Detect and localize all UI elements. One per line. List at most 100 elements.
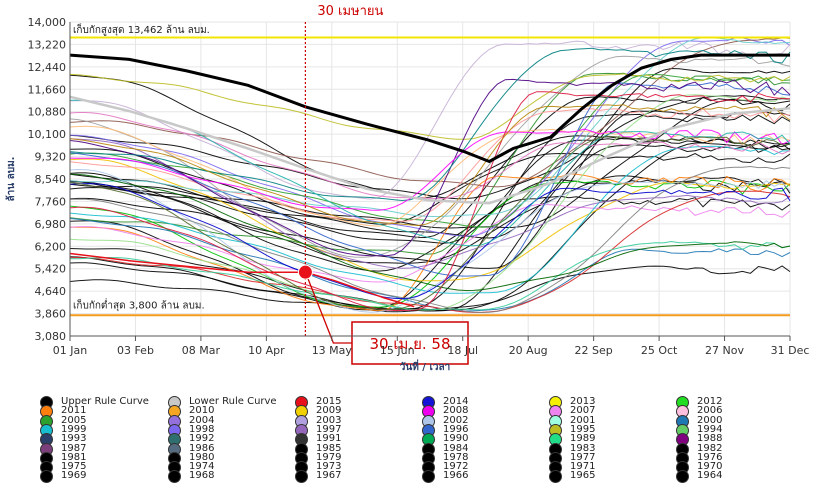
legend-label: 1976	[697, 451, 723, 463]
legend-label: 1973	[316, 461, 342, 473]
legend-label: 2008	[443, 405, 469, 417]
x-tick-label: 13 May	[312, 344, 353, 357]
legend-label: 1995	[570, 423, 596, 435]
legend-label: 1969	[61, 470, 87, 482]
highlighted-series	[69, 53, 791, 308]
legend-swatch	[676, 470, 689, 484]
y-tick-label: 11,660	[28, 83, 67, 96]
x-tick-label: 03 Feb	[117, 344, 154, 357]
legend-label: Lower Rule Curve	[189, 396, 277, 407]
legend-label: 1988	[697, 433, 723, 445]
year-line	[69, 135, 791, 311]
legend-label: 1997	[316, 423, 342, 435]
legend-label: 1984	[443, 442, 469, 454]
legend-label: 2002	[443, 414, 469, 426]
legend-label: 1996	[443, 423, 469, 435]
year-line	[69, 173, 791, 292]
legend-label: 2009	[316, 405, 342, 417]
year-line	[69, 91, 791, 311]
y-tick-label: 12,440	[28, 61, 67, 74]
legend-swatch	[422, 470, 435, 484]
legend-label: 2005	[61, 414, 87, 426]
year-line	[69, 183, 791, 300]
y-tick-label: 13,220	[28, 38, 67, 51]
year-line	[69, 37, 791, 218]
legend-label: 1974	[189, 461, 215, 473]
legend-label: 1972	[443, 461, 469, 473]
y-tick-label: 14,000	[28, 16, 67, 29]
year-line	[69, 190, 791, 313]
year-line	[69, 78, 791, 257]
year-line	[69, 148, 791, 225]
year-line	[69, 165, 791, 314]
year-line	[69, 145, 791, 294]
legend-label: 1993	[61, 433, 87, 445]
legend-label: 2011	[61, 405, 87, 417]
y-tick-label: 3,080	[35, 330, 67, 343]
legend-label: 2003	[316, 414, 342, 426]
legend-label: 2007	[570, 405, 596, 417]
x-tick-label: 08 Mar	[182, 344, 221, 357]
legend-label: 2000	[697, 414, 723, 426]
legend-label: 1977	[570, 451, 596, 463]
y-tick-label: 4,640	[35, 285, 67, 298]
legend-label: 1985	[316, 442, 342, 454]
x-tick-label: 22 Sep	[575, 344, 613, 357]
x-tick-label: 01 Jan	[53, 344, 87, 357]
marker-point	[297, 264, 313, 280]
year-line	[69, 179, 791, 308]
legend-label: 1965	[570, 470, 596, 482]
year-line	[69, 47, 791, 202]
legend-label: 1991	[316, 433, 342, 445]
historical-year-lines	[69, 37, 791, 314]
legend-swatch	[40, 470, 53, 484]
legend-label: 2015	[316, 396, 342, 407]
legend-label: 2014	[443, 396, 469, 407]
legend-label: 1981	[61, 451, 87, 463]
year-line	[69, 67, 791, 239]
x-tick-label: 15 Jun	[380, 344, 415, 357]
legend-swatch	[549, 470, 562, 484]
year-line	[69, 37, 791, 237]
legend-label: 1964	[697, 470, 723, 482]
year-line	[69, 110, 791, 269]
year-line	[69, 108, 791, 222]
y-tick-label: 3,860	[35, 308, 67, 321]
annotation-connector	[304, 271, 352, 344]
legend-label: 1994	[697, 423, 723, 435]
x-tick-label: 18 Jul	[447, 344, 478, 357]
legend-label: 1979	[316, 451, 342, 463]
legend-label: 2013	[570, 396, 596, 407]
legend-label: 1989	[570, 433, 596, 445]
x-tick-label: 31 Dec	[771, 344, 810, 357]
x-tick-label: 20 Aug	[509, 344, 548, 357]
legend-label: 1968	[189, 470, 215, 482]
x-tick-label: 10 Apr	[248, 344, 285, 357]
legend: Upper Rule Curve Lower Rule Curve 2015 2014…	[40, 396, 800, 485]
y-tick-label: 7,760	[35, 195, 67, 208]
legend-label: 2004	[189, 414, 215, 426]
legend-label: 1983	[570, 442, 596, 454]
legend-label: 1970	[697, 461, 723, 473]
y-tick-label: 6,980	[35, 218, 67, 231]
year-line	[69, 142, 791, 312]
legend-label: 1978	[443, 451, 469, 463]
year-line	[69, 73, 791, 140]
year-line	[69, 137, 791, 244]
annotation-box	[351, 321, 469, 365]
legend-label: 1975	[61, 461, 87, 473]
axes: 3,080 3,860 4,640 5,420 6,200 6,980 7,760 8,540…	[5, 16, 809, 373]
legend-label: 2006	[697, 405, 723, 417]
legend-label: 1987	[61, 442, 87, 454]
series-line-lower-rule-curve	[69, 95, 791, 205]
y-tick-label: 8,540	[35, 173, 67, 186]
legend-label: 1992	[189, 433, 215, 445]
y-tick-label: 5,420	[35, 263, 67, 276]
x-tick-label: 25 Oct	[641, 344, 678, 357]
annotation-label: 30 เม.ย. 58	[369, 335, 450, 353]
year-line	[69, 96, 791, 239]
y-tick-label: 10,100	[28, 128, 67, 141]
year-line	[69, 94, 791, 200]
year-line	[69, 240, 791, 311]
year-line	[69, 94, 791, 311]
